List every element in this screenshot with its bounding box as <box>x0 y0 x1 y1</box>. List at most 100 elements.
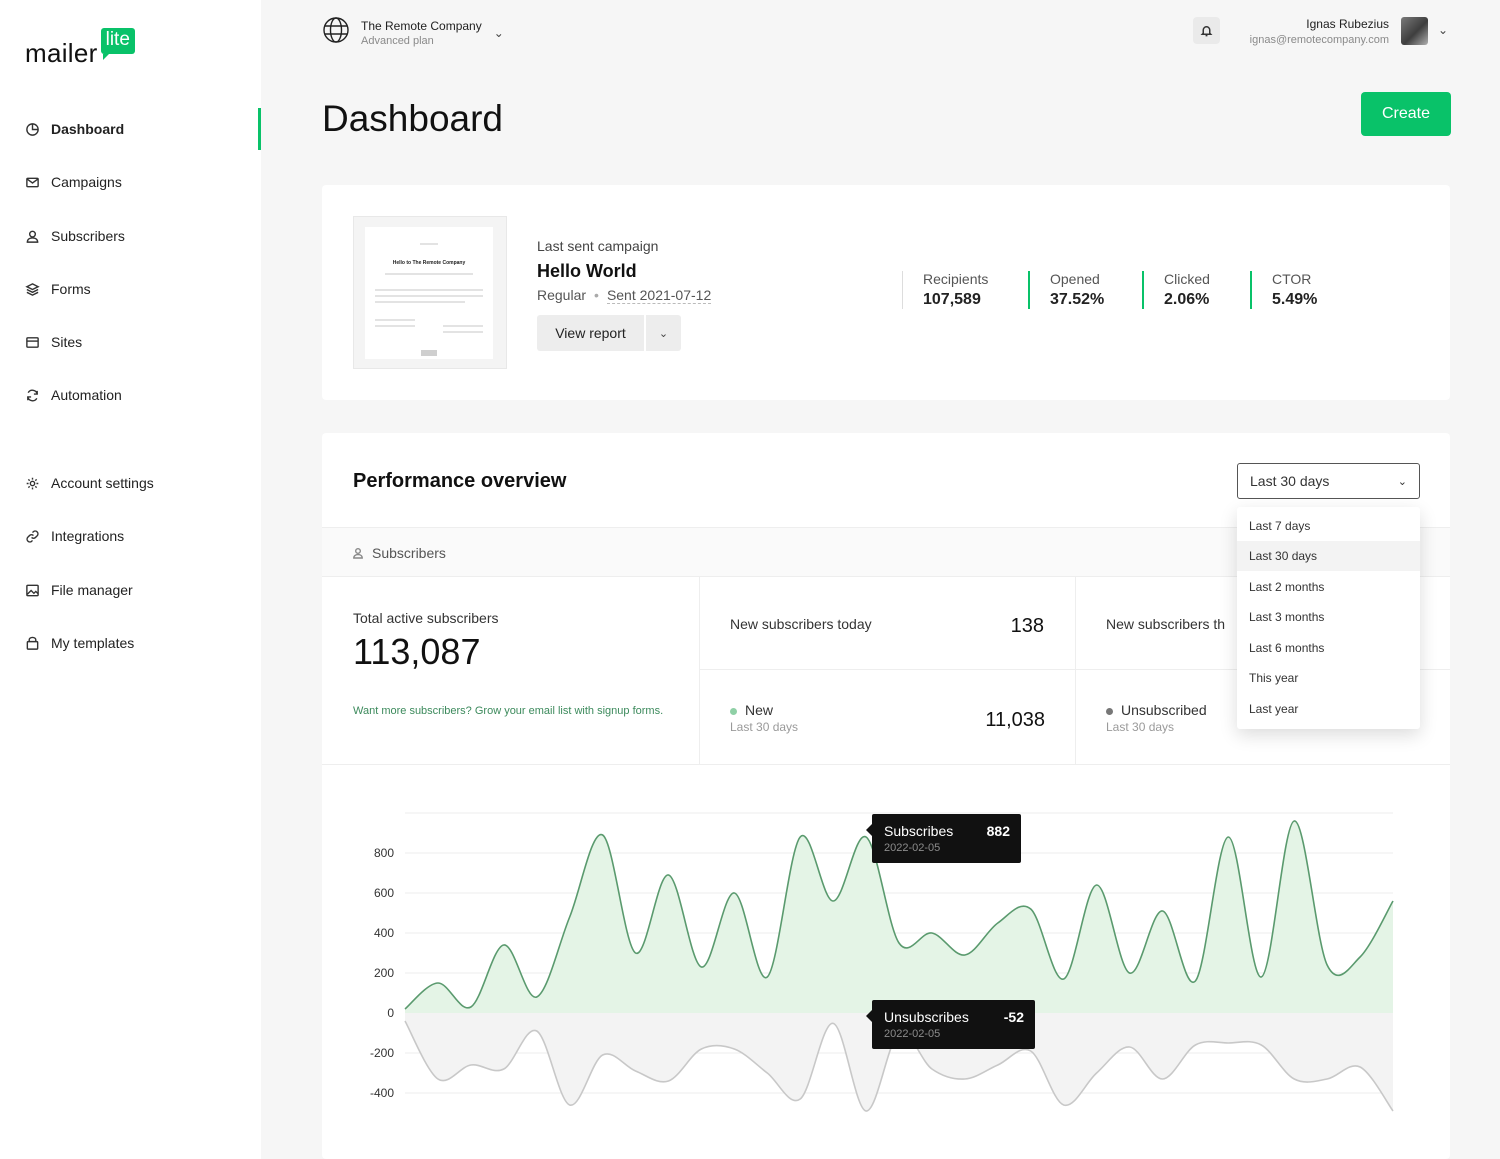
tooltip-date: 2022-02-05 <box>884 1028 941 1040</box>
user-icon <box>353 548 363 559</box>
image-icon <box>24 582 40 598</box>
sidebar-item-file-manager[interactable]: File manager <box>24 582 133 598</box>
new-legend: New <box>730 702 773 718</box>
new-legend-sub: Last 30 days <box>730 720 799 734</box>
new-today-label: New subscribers today <box>730 616 872 632</box>
campaign-thumbnail[interactable]: Hello to The Remote Company <box>353 216 507 369</box>
view-report-button[interactable]: View report <box>537 315 644 351</box>
sidebar-item-subscribers[interactable]: Subscribers <box>24 228 125 244</box>
stat-value: 107,589 <box>923 291 981 308</box>
new-legend-label: New <box>745 702 774 718</box>
sidebar-item-account-settings[interactable]: Account settings <box>24 475 154 491</box>
sidebar-item-label: Campaigns <box>51 174 122 190</box>
layers-icon <box>24 281 40 297</box>
link-icon <box>24 528 40 544</box>
subscribers-chart[interactable]: 800 600 400 200 0 -200 -400 <box>340 790 1420 1150</box>
mailerlite-logo[interactable]: mailer lite <box>25 28 135 69</box>
last-sent-label: Last sent campaign <box>537 238 659 254</box>
stat-value: 2.06% <box>1164 291 1210 308</box>
range-option[interactable]: Last 3 months <box>1249 610 1325 624</box>
y-tick-label: 200 <box>374 966 394 980</box>
chevron-down-icon: ⌄ <box>493 25 504 40</box>
org-plan: Advanced plan <box>361 34 434 47</box>
campaign-meta: Regular • Sent 2021-07-12 <box>537 287 712 304</box>
range-select-value: Last 30 days <box>1250 473 1330 489</box>
y-tick-label: -400 <box>370 1086 394 1100</box>
logo-badge: lite <box>100 28 135 60</box>
campaign-name[interactable]: Hello World <box>537 261 637 281</box>
user-menu[interactable]: Ignas Rubezius ignas@remotecompany.com <box>1250 17 1389 46</box>
range-option[interactable]: Last year <box>1249 702 1299 716</box>
total-active-value: 113,087 <box>353 631 481 672</box>
bell-icon <box>1200 26 1213 37</box>
notifications-button[interactable] <box>1193 17 1220 44</box>
user-name: Ignas Rubezius <box>1306 17 1389 31</box>
series-area-subscribes <box>405 820 1393 1013</box>
sidebar-item-label: Automation <box>51 387 122 403</box>
stat-label: Opened <box>1050 271 1100 287</box>
series-line-unsubscribes[interactable] <box>404 1020 1394 1112</box>
org-switcher[interactable]: The Remote Company Advanced plan ⌄ <box>322 16 504 49</box>
chevron-down-icon[interactable]: ⌄ <box>1438 23 1449 37</box>
y-tick-label: -200 <box>370 1046 394 1060</box>
mail-icon <box>24 174 40 190</box>
sidebar-item-my-templates[interactable]: My templates <box>24 635 134 651</box>
stat-label: CTOR <box>1272 271 1312 287</box>
tooltip-series: Subscribes <box>884 823 954 839</box>
new-period-label: New subscribers th <box>1106 616 1226 632</box>
sidebar-item-sites[interactable]: Sites <box>24 334 82 350</box>
tab-subscribers[interactable]: Subscribers <box>352 545 446 561</box>
tooltip-date: 2022-02-05 <box>884 842 941 854</box>
sidebar-item-label: Integrations <box>51 528 125 544</box>
stat-value: 5.49% <box>1272 291 1318 308</box>
logo-word: mailer <box>25 38 98 68</box>
series-area-unsubscribes <box>405 1013 1393 1112</box>
sidebar-item-label: Forms <box>51 281 91 297</box>
range-option-selected[interactable]: Last 30 days <box>1237 541 1420 571</box>
dashboard-icon <box>24 121 40 137</box>
avatar[interactable] <box>1401 17 1428 45</box>
sidebar-item-dashboard[interactable]: Dashboard <box>24 121 124 137</box>
chevron-down-icon: ⌄ <box>658 327 669 340</box>
range-option[interactable]: Last 6 months <box>1249 641 1325 655</box>
stat-label: Clicked <box>1164 271 1210 287</box>
user-email: ignas@remotecompany.com <box>1249 34 1389 46</box>
unsubscribes-tooltip: Unsubscribes -52 2022-02-05 <box>866 1000 1035 1049</box>
new-value: 11,038 <box>985 709 1045 731</box>
sidebar-item-forms[interactable]: Forms <box>24 281 91 297</box>
active-nav-indicator <box>258 108 261 150</box>
tooltip-value: 882 <box>986 823 1010 839</box>
globe-icon <box>322 16 350 49</box>
stat-label: Recipients <box>923 271 989 287</box>
view-report-dropdown[interactable]: ⌄ <box>646 315 681 351</box>
y-tick-label: 600 <box>374 886 394 900</box>
org-name: The Remote Company <box>361 18 482 33</box>
range-option[interactable]: Last 7 days <box>1249 519 1311 533</box>
stat-recipients: Recipients 107,589 <box>902 271 988 309</box>
y-tick-label: 400 <box>374 926 394 940</box>
sidebar-item-automation[interactable]: Automation <box>24 387 122 403</box>
tooltip-value: -52 <box>1003 1009 1024 1025</box>
sidebar-item-label: File manager <box>51 582 133 598</box>
sidebar-item-campaigns[interactable]: Campaigns <box>24 174 122 190</box>
stat-value: 37.52% <box>1050 291 1105 308</box>
browser-icon <box>24 334 40 350</box>
sidebar-item-integrations[interactable]: Integrations <box>24 528 124 544</box>
performance-title: Performance overview <box>353 470 567 492</box>
series-line-subscribes[interactable] <box>404 820 1394 1010</box>
range-option[interactable]: Last 2 months <box>1249 580 1325 594</box>
create-button[interactable]: Create <box>1361 92 1451 136</box>
campaign-type: Regular <box>537 287 587 303</box>
gear-icon <box>24 475 40 491</box>
y-tick-label: 800 <box>374 846 394 860</box>
tooltip-series: Unsubscribes <box>884 1009 969 1025</box>
unsubscribed-sub: Last 30 days <box>1106 720 1175 734</box>
sidebar: mailer lite Dashboard Campaigns Subscrib… <box>0 0 261 1159</box>
range-select[interactable]: Last 30 days ⌄ <box>1237 463 1420 499</box>
grow-list-link[interactable]: Want more subscribers? Grow your email l… <box>353 705 664 717</box>
stat-clicked: Clicked 2.06% <box>1142 271 1210 309</box>
range-option[interactable]: This year <box>1249 671 1299 685</box>
green-dot-icon <box>730 707 737 715</box>
total-active-label: Total active subscribers <box>353 610 499 626</box>
sidebar-item-label: My templates <box>51 635 135 651</box>
